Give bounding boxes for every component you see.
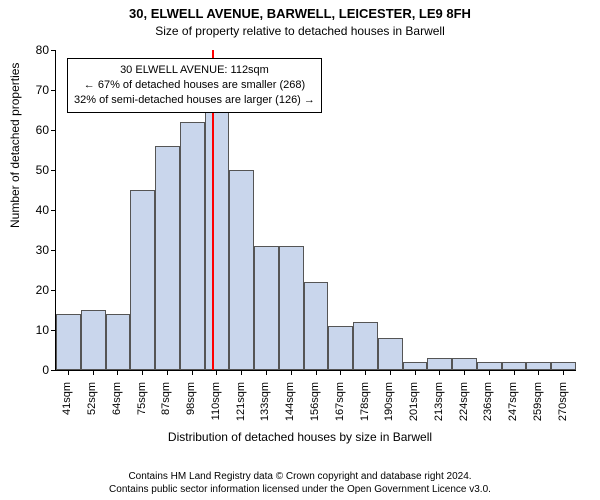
x-tick-label: 247sqm (507, 382, 519, 432)
histogram-bar (254, 246, 279, 370)
x-tick-label: 87sqm (160, 382, 172, 432)
x-tick-label: 41sqm (61, 382, 73, 432)
x-tick (489, 370, 490, 375)
chart-title: 30, ELWELL AVENUE, BARWELL, LEICESTER, L… (0, 6, 600, 21)
x-tick-label: 156sqm (309, 382, 321, 432)
y-tick-label: 30 (21, 243, 49, 257)
x-tick (117, 370, 118, 375)
histogram-bar (502, 362, 527, 370)
histogram-bar (155, 146, 180, 370)
y-tick-label: 70 (21, 83, 49, 97)
callout-line-1: 30 ELWELL AVENUE: 112sqm (74, 63, 315, 78)
histogram-bar (56, 314, 81, 370)
y-tick (51, 250, 56, 251)
x-tick-label: 224sqm (458, 382, 470, 432)
histogram-bar (378, 338, 403, 370)
x-tick-label: 178sqm (359, 382, 371, 432)
callout-line-3: 32% of semi-detached houses are larger (… (74, 93, 315, 108)
x-tick-label: 236sqm (482, 382, 494, 432)
footer-line-1: Contains HM Land Registry data © Crown c… (0, 471, 600, 484)
x-tick-label: 144sqm (284, 382, 296, 432)
x-tick-label: 201sqm (408, 382, 420, 432)
x-tick (538, 370, 539, 375)
x-tick (68, 370, 69, 375)
histogram-bar (477, 362, 502, 370)
x-tick (340, 370, 341, 375)
histogram-bar (130, 190, 155, 370)
x-tick (216, 370, 217, 375)
y-tick-label: 40 (21, 203, 49, 217)
x-tick-label: 110sqm (210, 382, 222, 432)
x-tick (266, 370, 267, 375)
x-tick (464, 370, 465, 375)
x-tick-label: 270sqm (557, 382, 569, 432)
x-tick-label: 167sqm (334, 382, 346, 432)
x-tick (514, 370, 515, 375)
x-tick (93, 370, 94, 375)
histogram-bar (452, 358, 477, 370)
histogram-bar (353, 322, 378, 370)
histogram-bar (304, 282, 329, 370)
histogram-bar (205, 106, 230, 370)
histogram-bar (81, 310, 106, 370)
callout-box: 30 ELWELL AVENUE: 112sqm← 67% of detache… (67, 58, 322, 113)
x-tick (241, 370, 242, 375)
y-tick (51, 370, 56, 371)
x-tick (316, 370, 317, 375)
x-tick-label: 98sqm (185, 382, 197, 432)
footer-attrib: Contains HM Land Registry data © Crown c… (0, 471, 600, 496)
histogram-bar (279, 246, 304, 370)
x-axis-label: Distribution of detached houses by size … (0, 430, 600, 444)
x-tick (192, 370, 193, 375)
x-tick (167, 370, 168, 375)
x-tick-label: 64sqm (111, 382, 123, 432)
x-tick (563, 370, 564, 375)
histogram-bar (403, 362, 428, 370)
callout-line-2: ← 67% of detached houses are smaller (26… (74, 78, 315, 93)
x-tick-label: 52sqm (86, 382, 98, 432)
x-tick (390, 370, 391, 375)
y-tick-label: 60 (21, 123, 49, 137)
histogram-bar (328, 326, 353, 370)
y-tick-label: 80 (21, 43, 49, 57)
y-tick (51, 170, 56, 171)
x-tick-label: 190sqm (383, 382, 395, 432)
chart-wrapper: 30, ELWELL AVENUE, BARWELL, LEICESTER, L… (0, 0, 600, 500)
y-tick (51, 130, 56, 131)
y-tick (51, 210, 56, 211)
y-tick (51, 90, 56, 91)
y-axis-label: Number of detached properties (8, 63, 22, 228)
histogram-bar (180, 122, 205, 370)
x-tick-label: 75sqm (136, 382, 148, 432)
histogram-bar (526, 362, 551, 370)
x-tick (142, 370, 143, 375)
y-tick (51, 290, 56, 291)
histogram-bar (551, 362, 576, 370)
x-tick-label: 259sqm (532, 382, 544, 432)
x-tick-label: 213sqm (433, 382, 445, 432)
x-tick-label: 133sqm (259, 382, 271, 432)
y-tick-label: 0 (21, 363, 49, 377)
y-tick (51, 330, 56, 331)
chart-subtitle: Size of property relative to detached ho… (0, 24, 600, 38)
x-tick (291, 370, 292, 375)
y-tick-label: 50 (21, 163, 49, 177)
x-tick (439, 370, 440, 375)
y-tick (51, 50, 56, 51)
x-tick (415, 370, 416, 375)
histogram-bar (106, 314, 131, 370)
histogram-bar (229, 170, 254, 370)
y-tick-label: 20 (21, 283, 49, 297)
footer-line-2: Contains public sector information licen… (0, 484, 600, 497)
x-tick (365, 370, 366, 375)
y-tick-label: 10 (21, 323, 49, 337)
histogram-bar (427, 358, 452, 370)
x-tick-label: 121sqm (235, 382, 247, 432)
